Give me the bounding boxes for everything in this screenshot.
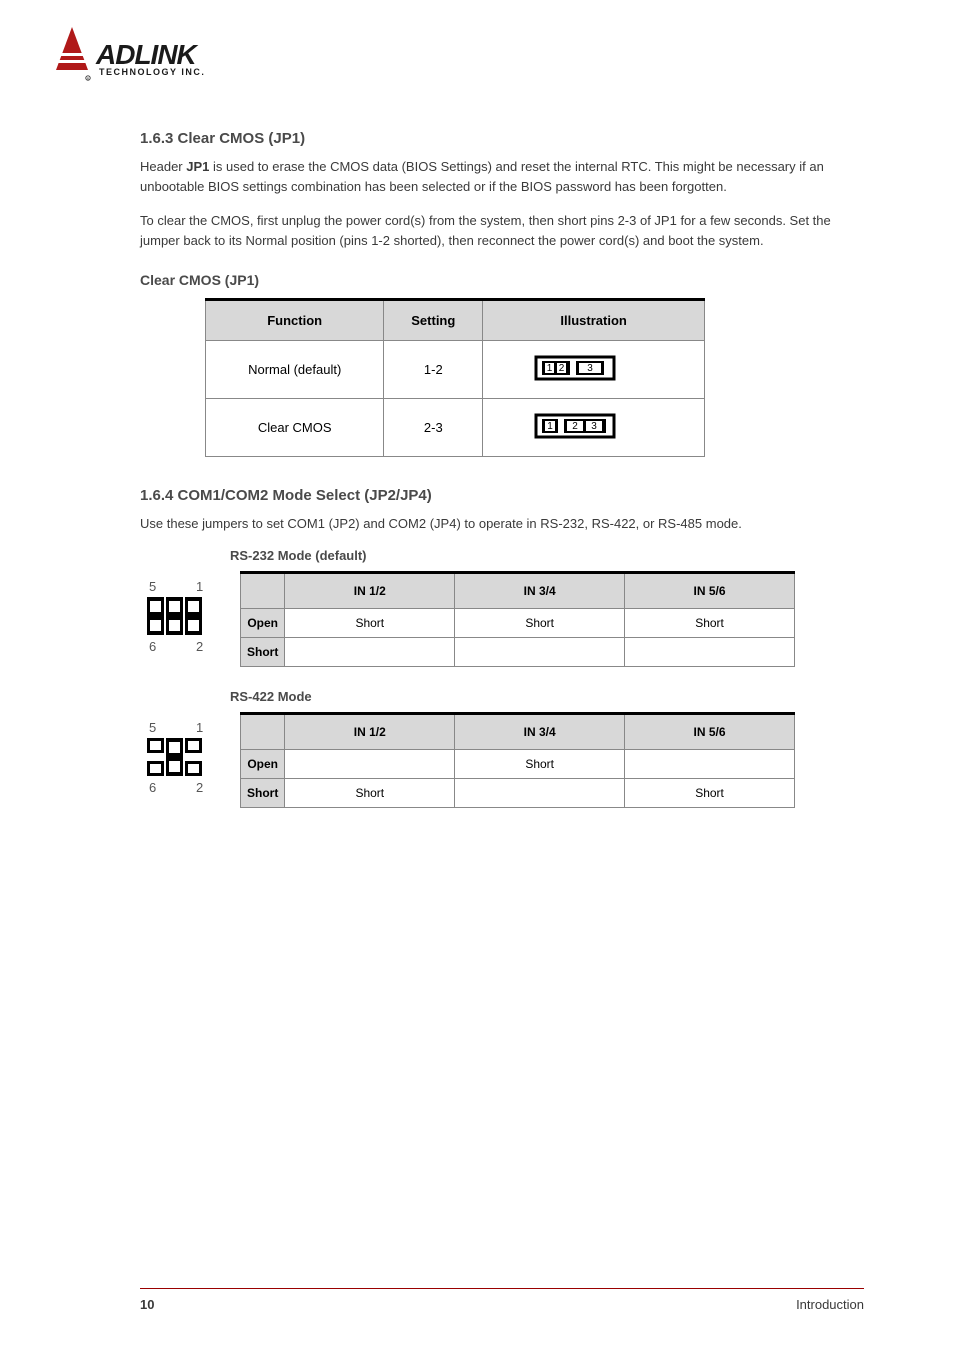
- rh-short: Short: [241, 637, 285, 666]
- rh-short: Short: [241, 778, 285, 807]
- th-in12: IN 1/2: [285, 572, 455, 608]
- paragraph-3: Use these jumpers to set COM1 (JP2) and …: [140, 514, 864, 534]
- paragraph-2: To clear the CMOS, first unplug the powe…: [140, 211, 864, 251]
- jp-func-1: Clear CMOS: [206, 398, 384, 456]
- th-in34: IN 3/4: [455, 713, 625, 749]
- p1-prefix: Header: [140, 159, 186, 174]
- svg-text:1: 1: [546, 363, 552, 374]
- p1-bold: JP1: [186, 159, 209, 174]
- table-row: Clear CMOS 2-3 1 2 3: [206, 398, 705, 456]
- jp1-table: Function Setting Illustration Normal (de…: [205, 298, 705, 457]
- jp-set-1: 2-3: [384, 398, 483, 456]
- jp-th-function: Function: [206, 299, 384, 340]
- svg-text:3: 3: [587, 363, 593, 374]
- svg-text:2: 2: [558, 363, 564, 374]
- rh-open: Open: [241, 608, 285, 637]
- mode-232-label: RS-232 Mode (default): [230, 548, 864, 563]
- jp-set-0: 1-2: [384, 340, 483, 398]
- svg-text:3: 3: [591, 421, 597, 432]
- mode-232-table: IN 1/2 IN 3/4 IN 5/6 Open Short Short Sh…: [240, 571, 795, 667]
- svg-text:5: 5: [149, 720, 156, 735]
- th-in12: IN 1/2: [285, 713, 455, 749]
- cell: Short: [285, 608, 455, 637]
- pin-diagram-422: 5 1 6 2: [135, 712, 215, 807]
- cell: Short: [455, 608, 625, 637]
- svg-text:6: 6: [149, 639, 156, 654]
- svg-text:2: 2: [196, 639, 203, 654]
- clear-cmos-heading: Clear CMOS (JP1): [140, 272, 864, 288]
- page-footer: 10 Introduction: [140, 1288, 864, 1312]
- jp-th-setting: Setting: [384, 299, 483, 340]
- section-heading-1: 1.6.3 Clear CMOS (JP1): [140, 130, 864, 147]
- rh-open: Open: [241, 749, 285, 778]
- mode-422-table: IN 1/2 IN 3/4 IN 5/6 Open Short Short Sh…: [240, 712, 795, 808]
- svg-text:TECHNOLOGY INC.: TECHNOLOGY INC.: [99, 67, 205, 77]
- cell: [625, 749, 795, 778]
- cell: [455, 637, 625, 666]
- jp-ill-0: 1 2 3: [483, 340, 705, 398]
- section-heading-2: 1.6.4 COM1/COM2 Mode Select (JP2/JP4): [140, 487, 864, 504]
- corner-cell: [241, 572, 285, 608]
- svg-text:1: 1: [547, 421, 553, 432]
- cell: [625, 637, 795, 666]
- paragraph-1: Header JP1 is used to erase the CMOS dat…: [140, 157, 864, 197]
- table-row: Short Short Short: [241, 778, 795, 807]
- th-in34: IN 3/4: [455, 572, 625, 608]
- table-row: Open Short Short Short: [241, 608, 795, 637]
- svg-text:2: 2: [196, 780, 203, 795]
- cell: Short: [625, 778, 795, 807]
- svg-text:6: 6: [149, 780, 156, 795]
- table-row: Normal (default) 1-2 1 2 3: [206, 340, 705, 398]
- pin-diagram-232: 5 1 6 2: [135, 571, 215, 666]
- table-row: Open Short: [241, 749, 795, 778]
- svg-text:2: 2: [572, 421, 578, 432]
- cell: Short: [455, 749, 625, 778]
- cell: [455, 778, 625, 807]
- th-in56: IN 5/6: [625, 713, 795, 749]
- cell: [285, 749, 455, 778]
- cell: Short: [285, 778, 455, 807]
- adlink-logo: R ADLINK TECHNOLOGY INC.: [50, 22, 235, 89]
- footer-label: Introduction: [796, 1297, 864, 1312]
- svg-text:1: 1: [196, 579, 203, 594]
- jp-func-0: Normal (default): [206, 340, 384, 398]
- jp-ill-1: 1 2 3: [483, 398, 705, 456]
- p1-rest: is used to erase the CMOS data (BIOS Set…: [140, 159, 824, 194]
- mode-422-label: RS-422 Mode: [230, 689, 864, 704]
- th-in56: IN 5/6: [625, 572, 795, 608]
- jp-th-illustration: Illustration: [483, 299, 705, 340]
- table-row: Short: [241, 637, 795, 666]
- corner-cell: [241, 713, 285, 749]
- cell: Short: [625, 608, 795, 637]
- svg-text:5: 5: [149, 579, 156, 594]
- svg-text:1: 1: [196, 720, 203, 735]
- page-number: 10: [140, 1297, 154, 1312]
- cell: [285, 637, 455, 666]
- svg-text:ADLINK: ADLINK: [95, 39, 199, 70]
